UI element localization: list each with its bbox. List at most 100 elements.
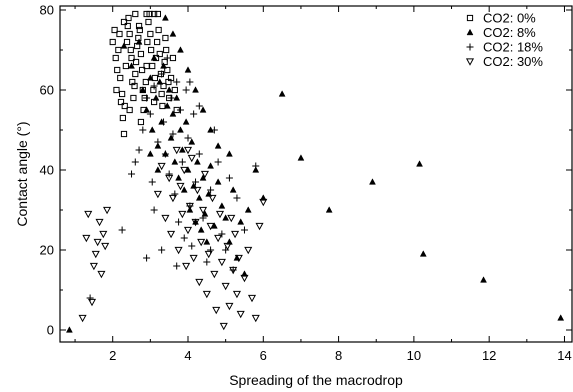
data-point: [132, 70, 139, 78]
data-point: [183, 226, 193, 235]
legend: CO2: 0%CO2: 8%CO2: 18%CO2: 30%: [465, 11, 543, 69]
data-point: [148, 126, 156, 133]
data-point: [160, 82, 167, 90]
data-point: [148, 46, 155, 54]
data-point: [101, 242, 110, 251]
legend-marker-3: [465, 58, 475, 66]
data-point: [121, 102, 128, 110]
data-point: [161, 14, 169, 21]
data-point: [132, 10, 139, 18]
data-point: [130, 94, 137, 102]
data-point: [229, 266, 238, 275]
data-point: [82, 234, 91, 243]
x-tick-label: 8: [335, 348, 342, 363]
data-point: [139, 86, 147, 93]
data-point: [557, 314, 565, 321]
data-point: [119, 90, 126, 98]
legend-marker-0: [466, 14, 474, 22]
data-point: [203, 258, 211, 266]
data-point: [155, 26, 162, 34]
data-point: [214, 178, 222, 185]
data-point: [143, 106, 151, 113]
data-point: [197, 238, 206, 247]
data-point: [146, 150, 154, 157]
data-point: [169, 110, 177, 117]
data-point: [144, 38, 151, 46]
data-point: [147, 30, 154, 38]
data-point: [86, 294, 94, 302]
data-point: [193, 158, 201, 165]
data-point: [154, 38, 161, 46]
data-point: [278, 90, 286, 97]
x-tick-label: 6: [260, 348, 267, 363]
data-point: [168, 194, 177, 203]
data-point: [167, 94, 175, 102]
data-point: [161, 214, 170, 223]
data-point: [163, 102, 171, 109]
data-point: [135, 38, 143, 45]
legend-label-2: CO2: 18%: [483, 40, 543, 55]
data-point: [158, 246, 166, 254]
data-point: [178, 158, 186, 166]
data-point: [119, 114, 126, 122]
data-point: [186, 78, 194, 86]
data-point: [65, 326, 73, 333]
data-point: [167, 230, 176, 239]
data-point: [127, 46, 134, 54]
data-point: [153, 190, 162, 199]
data-point: [91, 250, 100, 259]
data-point: [218, 230, 226, 238]
data-point: [222, 246, 230, 254]
data-point: [207, 162, 215, 169]
data-point: [233, 194, 241, 202]
legend-marker-1: [466, 28, 474, 36]
data-point: [214, 142, 222, 149]
data-point: [143, 254, 151, 262]
data-point: [97, 270, 106, 279]
data-point: [180, 234, 188, 242]
data-point: [175, 174, 183, 181]
data-point: [191, 218, 200, 227]
data-point: [215, 210, 225, 219]
data-point: [169, 30, 177, 37]
data-point: [229, 186, 237, 193]
data-point: [171, 86, 178, 94]
data-point: [197, 226, 205, 233]
data-point: [188, 242, 196, 250]
data-point: [116, 30, 123, 38]
data-point: [244, 206, 252, 213]
data-point: [210, 126, 218, 134]
data-point: [103, 206, 112, 215]
data-point: [208, 194, 217, 203]
data-point: [183, 146, 193, 155]
data-point: [120, 42, 128, 49]
data-point: [221, 282, 230, 291]
data-point: [206, 222, 215, 231]
data-point: [218, 202, 226, 209]
data-point: [143, 94, 151, 102]
data-point: [160, 118, 168, 126]
data-point: [244, 246, 253, 255]
data-point: [128, 54, 135, 62]
data-point: [199, 174, 207, 181]
data-point: [204, 250, 213, 259]
plot-frame: [59, 5, 573, 343]
data-point: [203, 238, 211, 245]
data-point: [112, 54, 119, 62]
data-point: [150, 82, 158, 90]
x-tick-label: 2: [109, 348, 116, 363]
axes: 2 4 6 8 10 12 14 0 20 40 60 80: [40, 3, 573, 363]
data-point: [139, 126, 147, 134]
data-point: [154, 142, 162, 149]
data-point: [154, 10, 161, 18]
data-point: [146, 74, 154, 81]
data-point: [126, 30, 133, 38]
data-point: [176, 182, 185, 191]
data-point: [259, 198, 268, 207]
data-point: [237, 218, 245, 225]
data-point: [89, 262, 98, 271]
data-point: [252, 162, 260, 170]
data-point: [188, 138, 196, 145]
data-point: [225, 150, 233, 157]
data-point: [124, 22, 131, 30]
